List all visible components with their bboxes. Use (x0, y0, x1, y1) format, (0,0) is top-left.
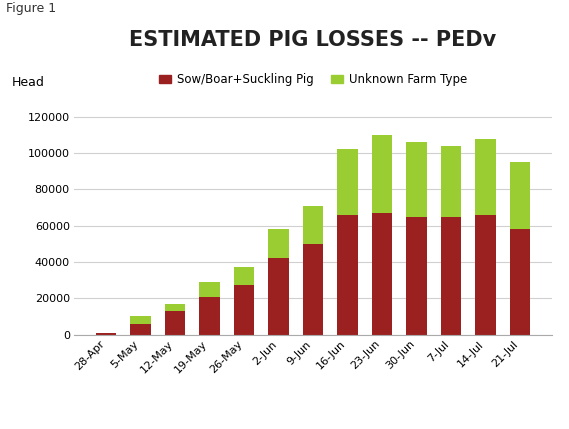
Bar (130, 324, 151, 335)
Bar (234, 285, 254, 335)
Bar (475, 139, 496, 215)
Bar (234, 267, 254, 285)
Bar (303, 206, 323, 244)
Bar (268, 258, 289, 335)
Text: Head: Head (12, 76, 45, 89)
Bar (509, 162, 530, 230)
Bar (337, 215, 358, 335)
Bar (268, 230, 289, 258)
Bar (509, 230, 530, 335)
Bar (475, 215, 496, 335)
Bar (199, 282, 220, 296)
Bar (164, 311, 185, 335)
Bar (406, 217, 427, 335)
Bar (440, 217, 461, 335)
Bar (372, 135, 392, 213)
Bar (337, 149, 358, 215)
Text: ESTIMATED PIG LOSSES -- PEDv: ESTIMATED PIG LOSSES -- PEDv (129, 30, 497, 50)
Bar (406, 142, 427, 217)
Bar (199, 296, 220, 335)
Legend: Sow/Boar+Suckling Pig, Unknown Farm Type: Sow/Boar+Suckling Pig, Unknown Farm Type (154, 68, 472, 91)
Bar (372, 213, 392, 335)
Text: Figure 1: Figure 1 (6, 2, 56, 15)
Bar (303, 244, 323, 335)
Bar (164, 304, 185, 311)
Bar (96, 333, 117, 335)
Bar (440, 146, 461, 217)
Bar (130, 317, 151, 324)
